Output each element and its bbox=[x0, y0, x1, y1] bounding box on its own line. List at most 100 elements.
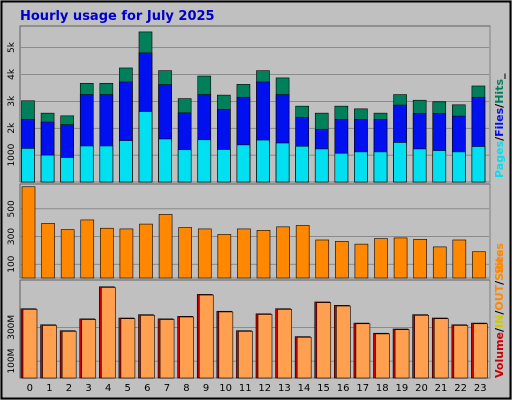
pages-bar bbox=[177, 149, 192, 183]
sites-bar bbox=[335, 241, 349, 279]
x-tick-label: 20 bbox=[415, 383, 428, 394]
pages-bar bbox=[295, 145, 309, 183]
legend-item: Volume bbox=[493, 332, 506, 378]
sites-bar bbox=[139, 223, 153, 279]
x-tick-label: 1 bbox=[46, 383, 52, 394]
in-bar bbox=[81, 319, 97, 379]
x-tick-label: 13 bbox=[278, 383, 291, 394]
legend-item: Hits bbox=[493, 79, 506, 104]
in-bar bbox=[375, 333, 390, 379]
in-bar bbox=[179, 316, 194, 379]
x-tick-label: 12 bbox=[258, 383, 271, 394]
x-tick-label: 2 bbox=[66, 383, 72, 394]
sites-bar bbox=[276, 226, 290, 279]
y-tick-label: 3k bbox=[7, 95, 17, 107]
pages-bar bbox=[471, 146, 486, 183]
x-tick-label: 18 bbox=[376, 383, 389, 394]
in-bar bbox=[159, 319, 175, 379]
legend-item: IN bbox=[493, 315, 506, 328]
pages-bar bbox=[197, 139, 212, 183]
legend-item: _ bbox=[493, 73, 506, 79]
legend-item: / bbox=[493, 103, 506, 108]
pages-bar bbox=[99, 145, 114, 183]
pages-bar bbox=[236, 144, 251, 183]
sites-bar bbox=[393, 237, 408, 279]
legend-item: / bbox=[493, 136, 506, 141]
pages-bar bbox=[354, 151, 368, 183]
pages-bar bbox=[452, 151, 466, 183]
in-bar bbox=[453, 325, 469, 379]
sites-bar bbox=[452, 239, 467, 279]
pages-bar bbox=[412, 148, 427, 183]
in-bar bbox=[218, 311, 234, 379]
x-tick-label: 6 bbox=[144, 383, 150, 394]
sites-bar bbox=[432, 246, 447, 279]
sites-bar bbox=[354, 243, 369, 279]
y-tick-label: 500 bbox=[7, 200, 17, 217]
in-bar bbox=[140, 315, 155, 379]
x-tick-label: 11 bbox=[239, 383, 252, 394]
pages-bar bbox=[432, 150, 447, 183]
pages-bar bbox=[217, 149, 231, 183]
x-tick-label: 9 bbox=[203, 383, 209, 394]
legend: Pages/Files/Hits_ bbox=[493, 73, 506, 178]
y-tick-label: 300M bbox=[7, 315, 17, 340]
x-tick-label: 23 bbox=[474, 383, 487, 394]
sites-bar bbox=[217, 234, 232, 279]
sites-bar bbox=[60, 229, 75, 279]
in-bar bbox=[22, 309, 38, 379]
sites-panel bbox=[19, 183, 491, 279]
legend-item: OUT bbox=[493, 284, 506, 310]
in-bar bbox=[120, 318, 136, 379]
legend-item: Files bbox=[493, 107, 506, 137]
sites-bar bbox=[178, 227, 192, 279]
pages-bar bbox=[40, 154, 55, 183]
in-bar bbox=[316, 302, 332, 379]
hits-panel bbox=[19, 25, 491, 183]
sites-bar bbox=[315, 239, 330, 279]
sites-bar bbox=[119, 228, 134, 279]
pages-bar bbox=[256, 139, 270, 183]
pages-bar bbox=[79, 145, 94, 183]
sites-bar bbox=[80, 219, 95, 279]
x-tick-label: 21 bbox=[435, 383, 448, 394]
x-tick-label: 22 bbox=[454, 383, 467, 394]
legend-item: Pages bbox=[493, 140, 506, 178]
in-bar bbox=[61, 331, 77, 379]
chart-title: Hourly usage for July 2025 bbox=[20, 9, 215, 24]
pages-bar bbox=[21, 148, 35, 183]
y-tick-label: 4k bbox=[7, 68, 17, 80]
legend-item: / bbox=[493, 310, 506, 315]
sites-bar bbox=[256, 230, 271, 279]
sites-bar bbox=[100, 227, 114, 279]
sites-bar bbox=[413, 238, 427, 279]
in-bar bbox=[355, 323, 371, 379]
volume-panel bbox=[19, 279, 491, 379]
x-tick-label: 15 bbox=[317, 383, 330, 394]
sites-bar bbox=[237, 228, 251, 279]
y-tick-label: 100 bbox=[7, 255, 17, 272]
in-bar bbox=[296, 336, 312, 379]
in-bar bbox=[42, 325, 57, 379]
in-bar bbox=[238, 331, 253, 379]
y-tick-label: 100M bbox=[7, 349, 17, 374]
in-bar bbox=[394, 329, 410, 379]
legend: Volume/IN/OUT/Sites bbox=[493, 249, 506, 378]
legend-item: / bbox=[493, 280, 506, 285]
in-bar bbox=[101, 287, 116, 379]
pages-bar bbox=[138, 111, 153, 183]
sites-bar bbox=[374, 238, 388, 279]
x-tick-label: 14 bbox=[298, 383, 311, 394]
pages-bar bbox=[393, 142, 407, 183]
in-bar bbox=[198, 294, 214, 379]
legend: Sites bbox=[493, 243, 506, 274]
sites-bar bbox=[158, 214, 173, 279]
sites-bar bbox=[197, 228, 212, 279]
x-tick-label: 17 bbox=[356, 383, 369, 394]
in-bar bbox=[414, 315, 429, 379]
pages-bar bbox=[158, 138, 172, 183]
in-bar bbox=[336, 305, 351, 379]
legend-item: Sites bbox=[493, 249, 506, 280]
pages-bar bbox=[334, 152, 349, 183]
